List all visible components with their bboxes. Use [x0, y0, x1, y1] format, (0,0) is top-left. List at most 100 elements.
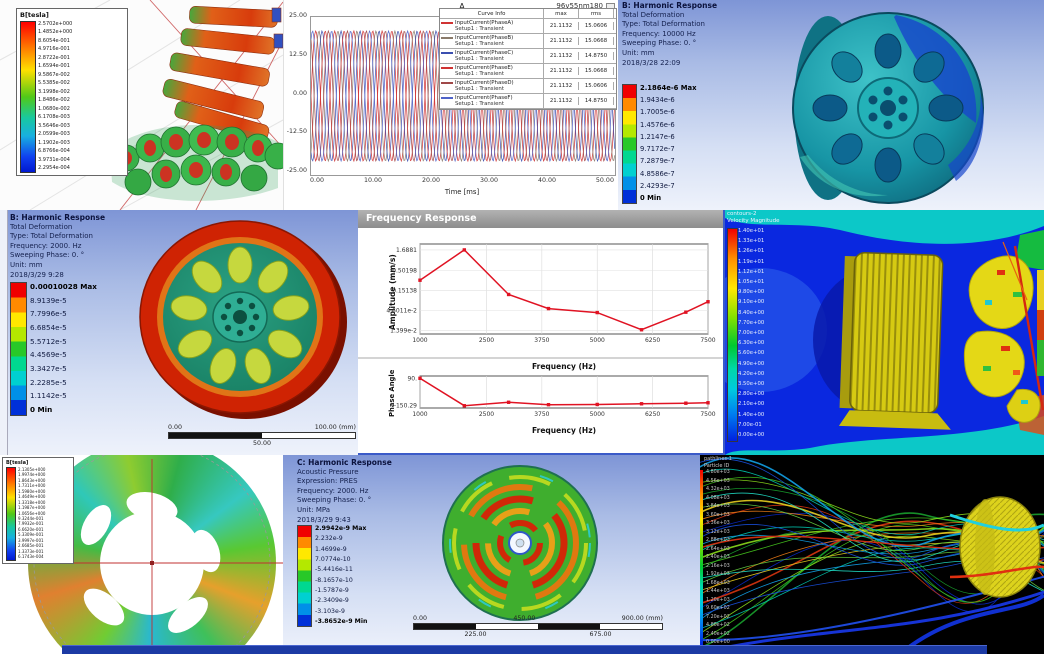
x-tick: 20.00 [421, 177, 440, 184]
svg-text:6250: 6250 [645, 411, 660, 418]
colorbar-label: 7.0774e-10 [315, 555, 351, 563]
colorbar-label: 1.44e+03 [706, 589, 730, 594]
colorbar [6, 467, 16, 561]
colorbar-label: 2.1864e-6 Max [640, 84, 697, 92]
ruler-max: 900.00 (mm) [621, 615, 663, 622]
legend-col-rms: rms [579, 9, 614, 18]
svg-text:4.6011e-2: 4.6011e-2 [386, 308, 417, 315]
colorbar-label: 6.6854e-5 [30, 322, 67, 332]
colorbar-label: 2.88e+03 [706, 538, 730, 543]
header-line: Frequency: 2000. Hz [297, 486, 369, 495]
curve-name: InputCurrent(PhaseC) [455, 50, 514, 56]
panel-frequency-response: Frequency Response Amplitude (mm/s) Phas… [358, 210, 725, 455]
header-line: Total Deformation [10, 222, 73, 231]
panel-maxwell-coil: B[tesla] 2.5702e+000 1.4852e+000 8.6054e-0… [0, 0, 283, 210]
curve-max: 21.1132 [544, 82, 579, 90]
colorbar-label: 1.4649e+000 [18, 494, 46, 500]
curve-swatch [441, 22, 453, 24]
curve-setup: Setup1 : Transient [455, 71, 504, 77]
colorbar-label: 4.56e+03 [706, 478, 730, 484]
legend-col-curve: Curve Info [440, 9, 544, 18]
header-line: Sweeping Phase: 0. ° [10, 251, 85, 260]
colorbar-label: 9.3244e-001 [18, 515, 44, 521]
curve-swatch [441, 97, 453, 99]
colorbar-label: 1.1902e-003 [38, 139, 70, 146]
colorbar-label: 2.9942e-9 Max [315, 525, 367, 532]
colorbar-label: 7.9932e-001 [18, 521, 44, 527]
colorbar-label: 2.40e+02 [706, 631, 730, 637]
legend-row: InputCurrent(PhaseF) Setup1 : Transient … [440, 94, 616, 109]
legend-title: B[tesla] [6, 460, 29, 466]
curve-max: 21.1132 [544, 37, 579, 45]
colorbar-label: 1.92e+03 [706, 572, 730, 577]
colorbar-label: 1.12e+01 [738, 268, 765, 275]
curve-swatch [441, 67, 453, 69]
x-tick: 40.00 [537, 177, 556, 184]
colorbar-label: 1.19e+01 [738, 258, 765, 265]
colorbar-label: 3.36e+03 [706, 521, 730, 526]
svg-text:7500: 7500 [700, 337, 715, 344]
y-tick: 12.50 [288, 50, 307, 58]
colorbar-label: 0.00010028 Max [30, 282, 97, 291]
header-line: Unit: MPa [297, 505, 331, 514]
colorbar-label: 6.1708e-003 [38, 114, 70, 121]
flux-ring-overlay [18, 455, 283, 654]
colorbar-label: -5.4416e-11 [315, 566, 353, 574]
colorbar-label: 3.12e+03 [706, 529, 730, 535]
legend-row: InputCurrent(PhaseA) Setup1 : Transient … [440, 19, 616, 34]
colorbar-label: 1.9434e-6 [640, 96, 675, 105]
colorbar-label: 4.80e+03 [706, 470, 730, 475]
colorbar-label: 9.60e+02 [706, 606, 730, 611]
colorbar-label: 5.5385e-002 [38, 80, 70, 87]
colorbar-label: 3.3427e-5 [30, 363, 67, 373]
plot-title: A [459, 2, 465, 11]
colorbar [700, 470, 703, 646]
cfd-contour-render [725, 210, 1044, 455]
header-line: C: Harmonic Response [297, 458, 392, 467]
header-line: Acoustic Pressure [297, 467, 359, 476]
curve-swatch [441, 37, 453, 39]
colorbar-label: 5.5712e-5 [30, 336, 67, 346]
colorbar-label: 4.08e+03 [706, 495, 730, 501]
ruler-min: 0.00 [168, 424, 183, 431]
wheel-deformation-render [792, 12, 984, 204]
curve-name: InputCurrent(PhaseA) [455, 20, 514, 26]
upper-coil-segments [162, 6, 283, 142]
acoustic-disc-render [442, 465, 598, 621]
header-line: B: Harmonic Response [10, 213, 106, 222]
y-tick: -25.00 [286, 167, 307, 174]
ruler-q1: 225.00 [464, 631, 487, 638]
svg-text:5000: 5000 [590, 411, 605, 418]
colorbar [10, 282, 27, 416]
curve-swatch [441, 82, 453, 84]
panel-harmonic-2000hz: B: Harmonic Response Total Deformation Typ… [0, 210, 358, 455]
curve-rms: 15.0668 [579, 37, 614, 45]
curve-rms: 15.0606 [579, 82, 614, 90]
colorbar-label: 1.33e+01 [738, 238, 765, 245]
curve-setup: Setup1 : Transient [455, 26, 504, 32]
y-tick: 0.00 [292, 89, 307, 97]
colorbar-label: 1.1142e-5 [30, 391, 67, 401]
curve-max: 21.1132 [544, 67, 579, 75]
colorbar-label: 3.84e+03 [706, 504, 730, 509]
colorbar-labels: 2.1305e+000 1.9974e+000 1.8643e+000 1.7311e… [18, 467, 45, 559]
colorbar-label: 4.32e+03 [706, 487, 730, 492]
colorbar-label: 1.2147e-6 [640, 132, 675, 141]
colorbar-label: 1.40e+01 [738, 228, 765, 234]
colorbar-label: 2.40e+03 [706, 555, 730, 560]
contour-header: contours-2 Velocity Magnitude [727, 211, 779, 225]
svg-text:1000: 1000 [412, 411, 427, 418]
header-line: B: Harmonic Response [622, 1, 718, 10]
frequency-response-plots: 1000 2500 3750 5000 6250 7500 1000 2500 3750 5000… [358, 243, 723, 418]
pressure-colorbar: 2.9942e-9 Max 2.232e-9 1.4699e-9 7.0774e-10… [297, 525, 367, 627]
colorbar-label: 1.20e+03 [706, 597, 730, 603]
colorbar-label: 1.3318e+000 [18, 499, 46, 505]
pathlines-header: pathlines-1 Particle ID [704, 456, 732, 469]
gear-render [838, 251, 951, 430]
colorbar-label: 2.6685e-001 [18, 543, 44, 549]
colorbar-label: 2.16e+03 [706, 563, 730, 569]
x-tick: 50.00 [595, 177, 614, 184]
curve-name: InputCurrent(PhaseF) [455, 95, 513, 101]
header-line: Velocity Magnitude [727, 218, 780, 224]
header-line: pathlines-1 [704, 456, 732, 462]
